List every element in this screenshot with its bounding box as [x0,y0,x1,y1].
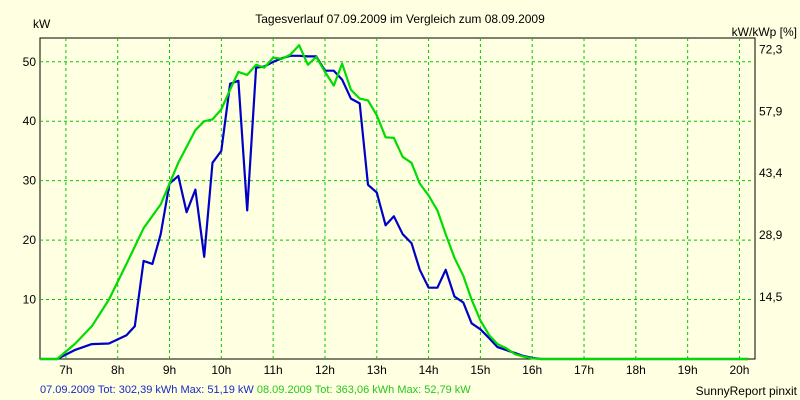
y-axis-label-right: kW/kWp [%] [732,25,797,39]
y-tick-label-right: 28,9 [759,228,783,242]
y-tick-label-right: 43,4 [759,166,783,180]
legend-item-2: 08.09.2009 Tot: 363,06 kWh Max: 52,79 kW [254,384,471,396]
legend-text: 07.09.2009 Tot: 302,39 kWh Max: 51,19 kW… [40,384,471,396]
x-tick-label: 15h [470,363,490,377]
y-tick-label-left: 20 [23,233,37,247]
x-tick-label: 17h [574,363,594,377]
series-line-2 [40,44,749,361]
axis-ticks: 7h 8h 9h 10h 11h 12h 13h 14h 15h 16h 17h 18h 19h 20h 1… [23,43,783,377]
x-tick-label: 14h [419,363,439,377]
legend-item-1: 07.09.2009 Tot: 302,39 kWh Max: 51,19 kW [40,384,254,396]
credit-text: SunnyReport pinxit [696,384,798,398]
legend: 07.09.2009 Tot: 302,39 kWh Max: 51,19 kW… [40,384,471,396]
y-tick-label-left: 50 [23,55,37,69]
x-tick-label: 20h [729,363,749,377]
x-tick-label: 8h [111,363,124,377]
x-tick-label: 18h [626,363,646,377]
grid [40,38,755,359]
y-axis-label-left: kW [33,17,51,31]
x-tick-label: 19h [678,363,698,377]
y-tick-label-right: 57,9 [759,104,783,118]
chart-title: Tagesverlauf 07.09.2009 im Vergleich zum… [255,12,545,26]
x-tick-label: 12h [315,363,335,377]
x-tick-label: 13h [367,363,387,377]
y-tick-label-left: 10 [23,293,37,307]
series-lines [40,44,749,361]
y-tick-label-left: 30 [23,174,37,188]
x-tick-label: 7h [59,363,72,377]
x-tick-label: 9h [163,363,176,377]
y-tick-label-right: 14,5 [759,290,783,304]
x-tick-label: 11h [264,363,283,377]
y-tick-label-left: 40 [23,114,37,128]
plot-area [39,37,756,360]
y-tick-label-right: 72,3 [759,43,783,57]
x-tick-label: 10h [211,363,231,377]
x-tick-label: 16h [522,363,542,377]
